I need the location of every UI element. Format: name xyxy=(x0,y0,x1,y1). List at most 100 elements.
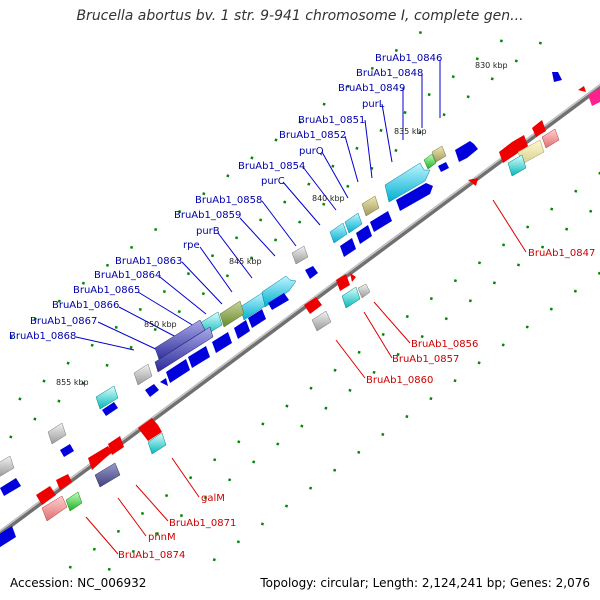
gene-label[interactable]: phnM xyxy=(148,532,176,543)
gene-label[interactable]: BruAb1_0848 xyxy=(356,68,423,79)
gene-block[interactable] xyxy=(261,275,297,308)
gene-block[interactable] xyxy=(344,212,363,234)
gene-arrow[interactable] xyxy=(0,526,16,551)
gene-block[interactable] xyxy=(341,286,361,309)
gene-arrow[interactable] xyxy=(438,162,449,172)
tick-mark xyxy=(140,511,145,516)
gene-arrow[interactable] xyxy=(468,178,478,186)
gene-arrow[interactable] xyxy=(60,444,74,457)
gene-block[interactable] xyxy=(357,283,371,299)
gene-label[interactable]: BruAb1_0852 xyxy=(279,130,346,141)
gene-block[interactable] xyxy=(507,154,527,177)
gene-arrow[interactable] xyxy=(88,446,112,470)
gene-arrow[interactable] xyxy=(248,309,266,328)
gene-label[interactable]: purL xyxy=(362,99,385,110)
tick-mark xyxy=(57,299,61,303)
gene-arrow[interactable] xyxy=(455,141,478,162)
gene-arrow[interactable] xyxy=(396,183,433,211)
gene-arrow[interactable] xyxy=(370,211,392,232)
gene-label[interactable]: purQ xyxy=(299,146,324,157)
gene-label[interactable]: BruAb1_0854 xyxy=(238,161,305,172)
gene-arrow[interactable] xyxy=(102,402,118,416)
gene-block[interactable] xyxy=(219,300,245,328)
gene-arrow[interactable] xyxy=(336,274,350,291)
tick-mark xyxy=(333,468,337,472)
gene-arrow[interactable] xyxy=(268,293,289,310)
gene-block[interactable] xyxy=(154,326,214,373)
gene-block[interactable] xyxy=(94,462,121,488)
gene-block[interactable] xyxy=(588,88,600,106)
gene-label[interactable]: BruAb1_0857 xyxy=(392,354,459,365)
kbp-label: 830 kbp xyxy=(475,61,508,70)
gene-label[interactable]: BruAb1_0863 xyxy=(115,256,182,267)
gene-arrow[interactable] xyxy=(36,486,56,505)
gene-block[interactable] xyxy=(329,222,348,244)
gene-label[interactable]: BruAb1_0858 xyxy=(195,195,262,206)
gene-arrow[interactable] xyxy=(356,225,372,244)
gene-label[interactable]: BruAb1_0856 xyxy=(411,339,478,350)
tick-mark xyxy=(427,93,431,97)
gene-label[interactable]: galM xyxy=(201,493,225,504)
gene-block[interactable] xyxy=(133,363,153,386)
gene-label[interactable]: BruAb1_0874 xyxy=(118,550,185,561)
tick-mark xyxy=(309,486,313,490)
gene-label[interactable]: BruAb1_0866 xyxy=(52,300,119,311)
gene-label[interactable]: BruAb1_0846 xyxy=(375,53,442,64)
gene-block[interactable] xyxy=(147,432,167,455)
tick-mark xyxy=(372,370,376,374)
gene-label[interactable]: BruAb1_0849 xyxy=(338,83,405,94)
gene-arrow[interactable] xyxy=(499,135,528,163)
gene-label[interactable]: BruAb1_0851 xyxy=(298,115,365,126)
gene-arrow[interactable] xyxy=(552,72,562,82)
gene-arrow[interactable] xyxy=(160,378,168,386)
gene-label[interactable]: BruAb1_0860 xyxy=(366,375,433,386)
gene-block[interactable] xyxy=(384,162,431,203)
tick-mark xyxy=(202,192,206,196)
gene-arrow[interactable] xyxy=(166,359,190,383)
gene-label[interactable]: BruAb1_0859 xyxy=(174,210,241,221)
gene-arrow[interactable] xyxy=(234,320,250,339)
gene-block[interactable] xyxy=(47,422,67,445)
gene-arrow[interactable] xyxy=(145,384,159,397)
gene-block[interactable] xyxy=(423,153,437,170)
gene-label[interactable]: purC xyxy=(261,176,285,187)
gene-block[interactable] xyxy=(541,128,560,149)
gene-label[interactable]: purB xyxy=(196,226,220,237)
gene-block[interactable] xyxy=(361,195,380,217)
gene-block[interactable] xyxy=(431,145,447,163)
gene-block[interactable] xyxy=(239,292,266,321)
gene-arrow[interactable] xyxy=(305,266,318,279)
gene-block[interactable] xyxy=(311,310,332,332)
gene-label[interactable]: BruAb1_0868 xyxy=(9,331,76,342)
tick-mark xyxy=(453,279,457,283)
gene-arrow[interactable] xyxy=(212,332,232,353)
gene-arrow[interactable] xyxy=(188,346,210,368)
tick-mark xyxy=(129,345,133,349)
gene-arrow[interactable] xyxy=(56,474,72,490)
gene-arrow[interactable] xyxy=(304,297,322,314)
gene-arrow[interactable] xyxy=(138,418,162,441)
gene-label[interactable]: BruAb1_0871 xyxy=(169,518,236,529)
gene-label[interactable]: BruAb1_0864 xyxy=(94,270,161,281)
gene-label[interactable]: BruAb1_0867 xyxy=(30,316,97,327)
tick-mark xyxy=(298,220,302,224)
gene-arrow[interactable] xyxy=(350,273,356,282)
tick-mark xyxy=(453,379,457,383)
gene-label[interactable]: rpe xyxy=(183,240,200,251)
gene-arrow[interactable] xyxy=(340,238,356,257)
tick-mark xyxy=(285,404,289,408)
gene-label[interactable]: BruAb1_0865 xyxy=(73,285,140,296)
gene-arrow[interactable] xyxy=(532,120,546,137)
gene-block[interactable] xyxy=(0,455,15,477)
gene-arrow[interactable] xyxy=(0,478,21,496)
tick-mark xyxy=(429,397,433,401)
gene-block[interactable] xyxy=(291,245,309,265)
tick-mark xyxy=(394,148,398,153)
gene-label[interactable]: BruAb1_0847 xyxy=(528,248,595,259)
gene-arrow[interactable] xyxy=(578,86,586,92)
gene-arrow[interactable] xyxy=(108,436,124,455)
gene-block[interactable] xyxy=(41,495,68,522)
gene-block[interactable] xyxy=(95,385,119,410)
gene-block[interactable] xyxy=(65,491,83,512)
tick-mark xyxy=(130,245,134,249)
